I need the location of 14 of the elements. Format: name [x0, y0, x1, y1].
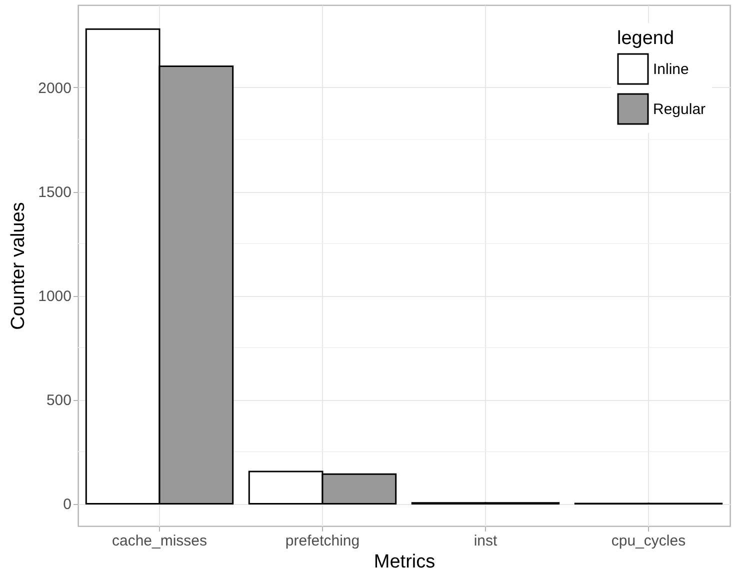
y-tick-label: 1000 [38, 288, 72, 306]
y-axis-title: Counter values [8, 202, 30, 330]
y-tick-label: 2000 [38, 80, 72, 97]
x-tick-label: inst [474, 532, 498, 550]
x-axis-title: Metrics [374, 552, 436, 572]
legend-label: Inline [653, 61, 689, 78]
legend-label: Regular [653, 101, 706, 118]
x-tick-label: cpu_cycles [611, 532, 686, 550]
legend-title: legend [617, 28, 674, 49]
y-tick-label: 1500 [38, 184, 72, 202]
x-tick-label: prefetching [285, 532, 360, 550]
y-tick-label: 500 [46, 392, 72, 410]
y-tick-label: 0 [63, 496, 72, 514]
x-tick-label: cache_misses [112, 532, 208, 550]
